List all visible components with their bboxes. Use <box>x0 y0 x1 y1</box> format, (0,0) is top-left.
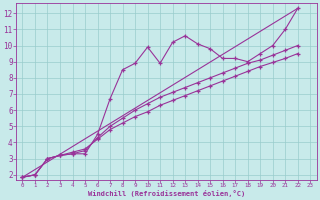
X-axis label: Windchill (Refroidissement éolien,°C): Windchill (Refroidissement éolien,°C) <box>88 190 245 197</box>
